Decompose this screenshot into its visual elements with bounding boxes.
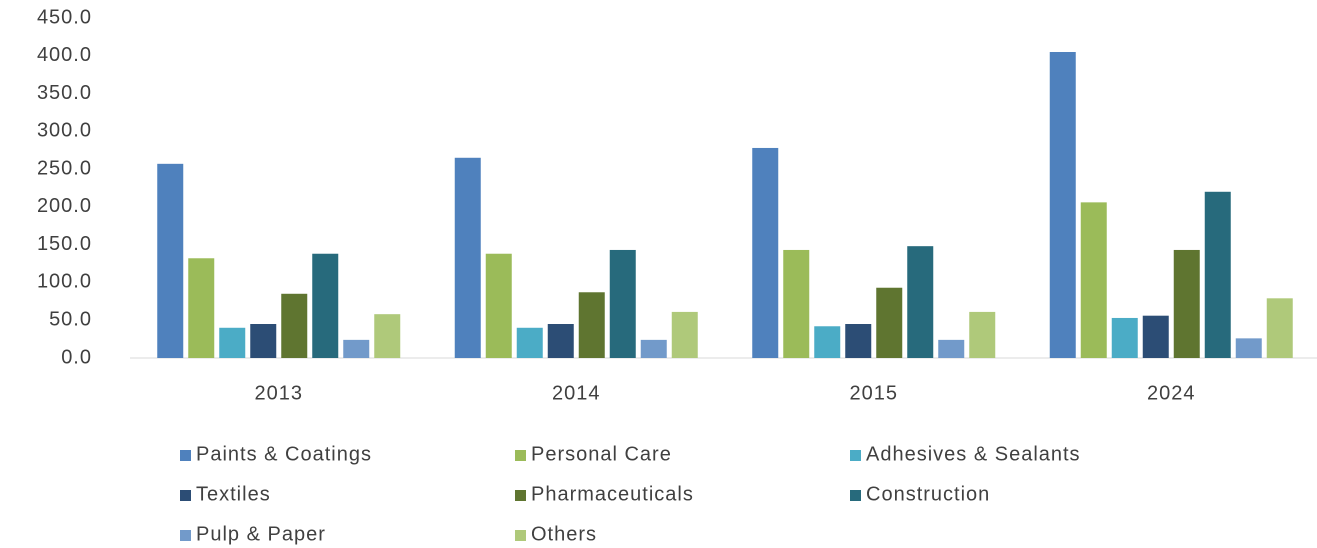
y-tick-label: 50.0 [49, 309, 92, 331]
bar [609, 249, 636, 358]
legend-swatch [180, 490, 191, 501]
bar [938, 339, 965, 358]
bar [312, 253, 339, 358]
bar [1204, 191, 1231, 358]
bar [1266, 298, 1293, 358]
bar [1111, 317, 1138, 358]
bar [1080, 202, 1107, 358]
bar [814, 326, 841, 358]
bar [281, 293, 308, 358]
bar [640, 339, 667, 358]
legend-label: Paints & Coatings [196, 443, 372, 465]
legend-label: Adhesives & Sealants [866, 443, 1081, 465]
legend-label: Personal Care [531, 443, 672, 465]
legend-label: Pharmaceuticals [531, 483, 694, 505]
y-tick-label: 0.0 [61, 346, 92, 368]
bar [547, 324, 574, 358]
bar [250, 324, 277, 358]
y-tick-label: 150.0 [37, 233, 92, 255]
legend-swatch [850, 450, 861, 461]
bar [188, 258, 215, 358]
bar [783, 249, 810, 358]
bar [1142, 315, 1169, 358]
y-tick-label: 100.0 [37, 271, 92, 293]
legend-swatch [515, 530, 526, 541]
x-tick-label: 2015 [850, 382, 899, 404]
x-tick-label: 2013 [255, 382, 304, 404]
legend-swatch [180, 530, 191, 541]
legend-label: Construction [866, 483, 990, 505]
y-tick-label: 200.0 [37, 195, 92, 217]
y-tick-label: 450.0 [37, 6, 92, 28]
legend-swatch [180, 450, 191, 461]
bar [219, 327, 246, 358]
bar [845, 324, 872, 358]
bar [907, 246, 934, 358]
bar [374, 314, 401, 358]
bar [578, 292, 605, 358]
y-tick-label: 250.0 [37, 157, 92, 179]
legend-swatch [515, 490, 526, 501]
x-tick-label: 2014 [552, 382, 601, 404]
bar [343, 339, 370, 358]
legend-swatch [515, 450, 526, 461]
y-tick-label: 350.0 [37, 82, 92, 104]
bar [671, 311, 698, 358]
bar [516, 327, 543, 358]
bar [969, 311, 996, 358]
legend-swatch [850, 490, 861, 501]
y-tick-label: 400.0 [37, 44, 92, 66]
bar [485, 253, 512, 358]
bar [752, 147, 779, 358]
bar [157, 163, 184, 358]
legend-label: Others [531, 523, 597, 545]
y-tick-label: 300.0 [37, 120, 92, 142]
bar [876, 287, 903, 358]
x-tick-label: 2024 [1147, 382, 1196, 404]
legend-label: Pulp & Paper [196, 523, 326, 545]
bar [1173, 249, 1200, 358]
bar [454, 157, 481, 358]
legend-label: Textiles [196, 483, 271, 505]
bar [1049, 52, 1076, 358]
bar [1235, 338, 1262, 358]
